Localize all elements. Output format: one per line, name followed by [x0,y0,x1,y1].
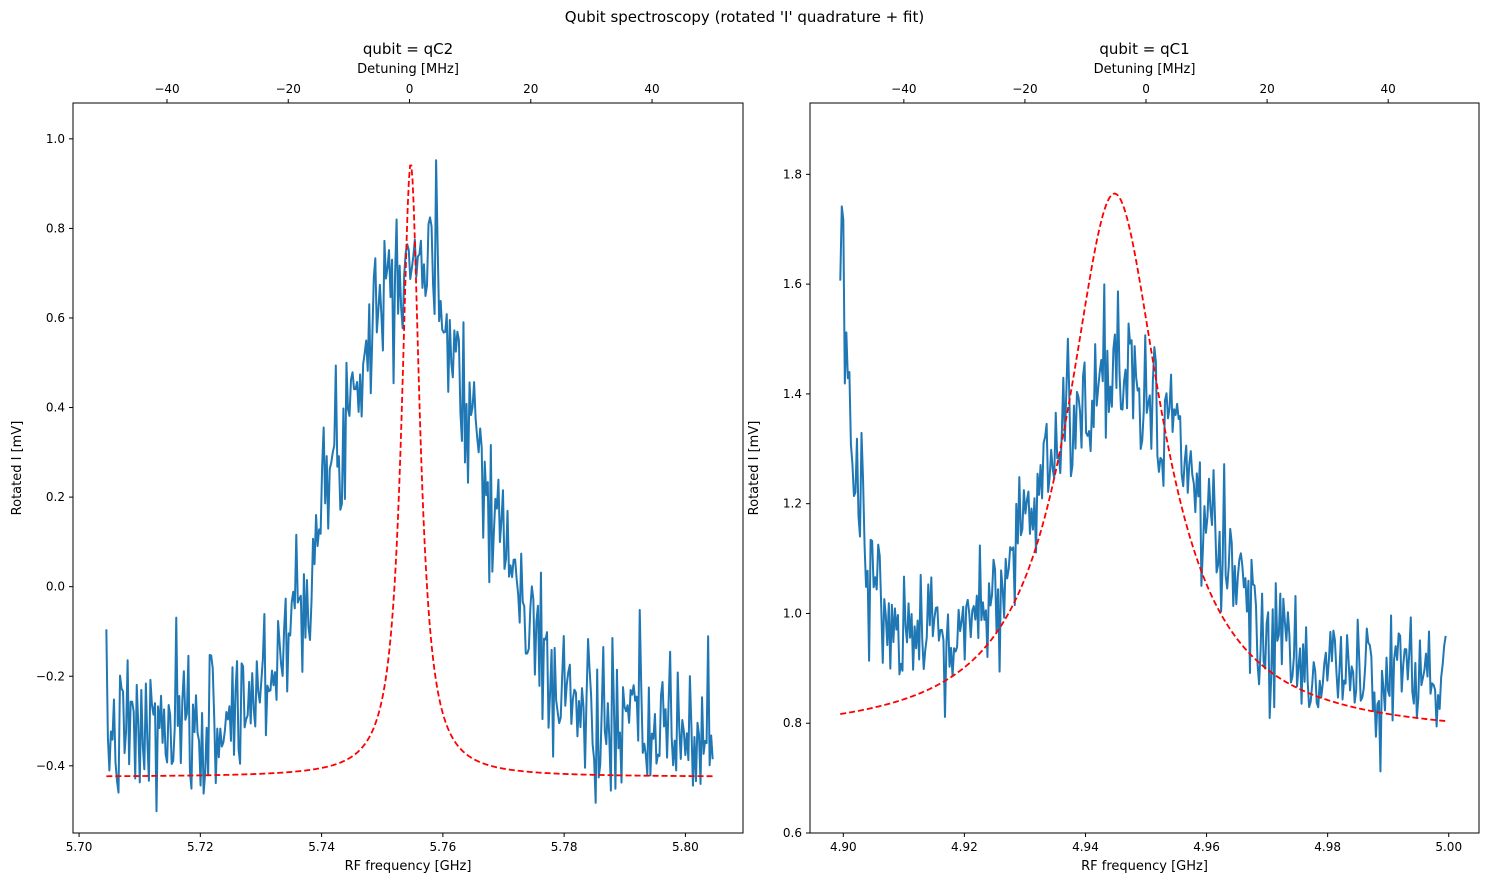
y-tick-label: 1.4 [783,387,802,401]
y-tick-label: 1.2 [783,497,802,511]
y-tick-label: 1.8 [783,167,802,181]
top-tick-label: 40 [644,82,659,96]
data-line [105,159,714,813]
x-tick-label: 4.96 [1193,840,1220,854]
x-tick-label: 4.94 [1072,840,1099,854]
x-tick-label: 5.00 [1435,840,1462,854]
x-tick-label: 5.76 [430,840,457,854]
top-tick-label: −20 [1012,82,1037,96]
y-axis-label: Rotated I [mV] [747,421,762,516]
y-tick-label: 1.0 [783,606,802,620]
fit-curve [106,164,713,778]
axes-frame [809,102,1480,834]
top-tick-label: 20 [523,82,538,96]
x-axis-label: RF frequency [GHz] [345,859,472,874]
y-tick-label: 0.6 [46,311,65,325]
y-tick-label: 0.8 [783,716,802,730]
y-tick-label: −0.2 [36,669,65,683]
data-line [839,205,1447,773]
x-tick-label: 5.74 [308,840,335,854]
subplot-1: 5.70 5.72 5.74 5.76 5.78 5.80 −0.4 −0.2 0.0 0.2 0.… [10,40,744,874]
y-tick-label: 1.6 [783,277,802,291]
top-tick-label: 40 [1381,82,1396,96]
x-tick-label: 5.80 [672,840,699,854]
top-tick-label: −20 [276,82,301,96]
y-tick-label: 0.0 [46,580,65,594]
top-tick-label: −40 [154,82,179,96]
x-tick-label: 4.92 [951,840,978,854]
subplot-title: qubit = qC2 [363,40,453,58]
x-tick-label: 4.90 [830,840,857,854]
y-tick-label: 0.6 [783,826,802,840]
top-tick-label: 0 [406,82,414,96]
axes-frame [72,102,744,834]
x-tick-label: 5.78 [551,840,578,854]
y-tick-label: 1.0 [46,132,65,146]
x-tick-label: 5.72 [187,840,214,854]
top-axis-label: Detuning [MHz] [357,62,459,77]
subplot-title: qubit = qC1 [1099,40,1189,58]
y-tick-label: −0.4 [36,759,65,773]
top-tick-label: 0 [1142,82,1150,96]
top-tick-label: −40 [891,82,916,96]
y-axis-label: Rotated I [mV] [10,421,25,516]
x-tick-label: 4.98 [1314,840,1341,854]
x-tick-label: 5.70 [66,840,93,854]
y-tick-label: 0.2 [46,490,65,504]
x-axis-label: RF frequency [GHz] [1081,859,1208,874]
y-tick-label: 0.8 [46,221,65,235]
top-axis-label: Detuning [MHz] [1094,62,1196,77]
subplot-2: 4.90 4.92 4.94 4.96 4.98 5.00 0.6 0.8 1.0 1.2 1.4 1… [747,40,1480,874]
figure-suptitle: Qubit spectroscopy (rotated 'I' quadratu… [564,8,925,26]
top-tick-label: 20 [1259,82,1274,96]
fit-curve [840,192,1446,722]
y-tick-label: 0.4 [46,401,65,415]
